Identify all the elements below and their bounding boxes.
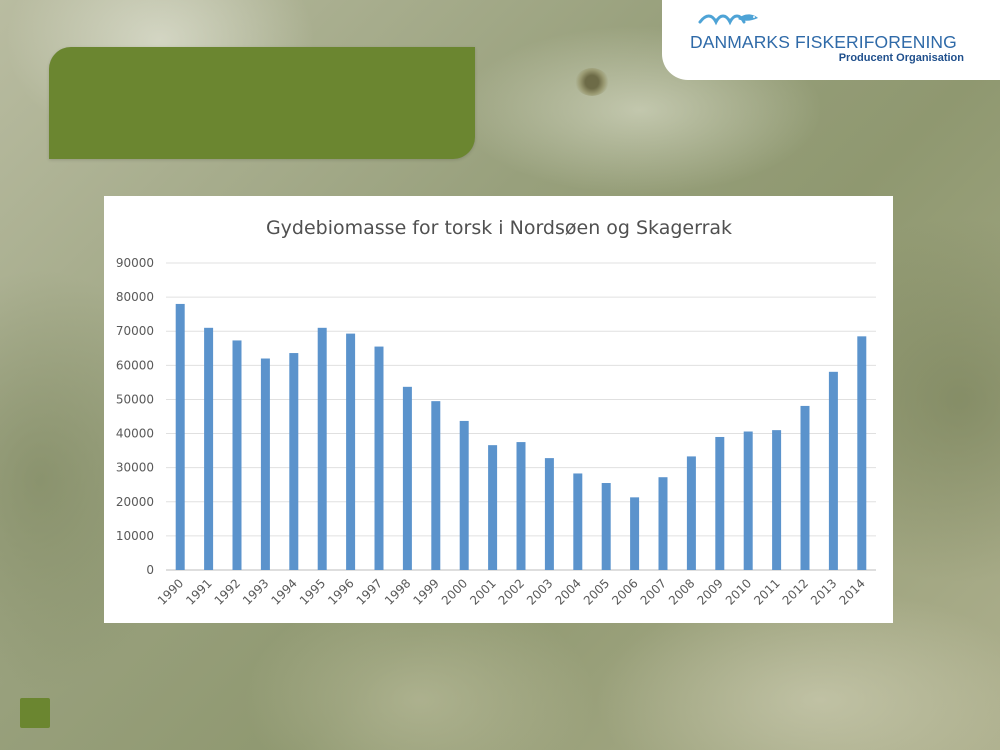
y-tick-label: 90000 xyxy=(116,256,154,270)
x-tick-label: 2009 xyxy=(694,576,725,607)
bar-1992 xyxy=(232,340,242,570)
x-tick-label: 1999 xyxy=(410,576,441,607)
logo-subtitle: Producent Organisation xyxy=(838,52,964,64)
bar-1999 xyxy=(431,401,441,570)
fish-waves-logo-icon xyxy=(698,14,758,26)
bar-2003 xyxy=(544,458,554,570)
bar-chart: Gydebiomasse for torsk i Nordsøen og Ska… xyxy=(116,217,876,608)
logo-name: DANMARKS FISKERIFORENING xyxy=(690,32,957,52)
x-tick-label: 1998 xyxy=(382,576,413,607)
bar-2010 xyxy=(743,431,753,570)
x-tick-label: 2001 xyxy=(467,576,498,607)
bar-1997 xyxy=(374,346,384,570)
x-tick-label: 1996 xyxy=(325,576,356,607)
bar-2013 xyxy=(828,371,838,570)
bar-1990 xyxy=(175,303,185,570)
x-tick-label: 1997 xyxy=(354,576,385,607)
x-tick-label: 2000 xyxy=(439,576,470,607)
bar-2002 xyxy=(516,442,526,570)
x-tick-label: 1992 xyxy=(212,576,243,607)
x-tick-label: 1991 xyxy=(183,576,214,607)
y-tick-label: 60000 xyxy=(116,358,154,372)
bar-2014 xyxy=(857,336,867,570)
y-tick-label: 30000 xyxy=(116,461,154,475)
x-tick-label: 1993 xyxy=(240,576,271,607)
x-tick-label: 1990 xyxy=(155,576,186,607)
x-tick-label: 2003 xyxy=(524,576,555,607)
x-tick-label: 2002 xyxy=(496,576,527,607)
bar-2005 xyxy=(601,483,611,570)
x-tick-label: 2006 xyxy=(609,576,640,607)
y-tick-label: 70000 xyxy=(116,324,154,338)
bar-2004 xyxy=(573,473,583,570)
x-tick-label: 2013 xyxy=(808,576,839,607)
fish-eye-decoration xyxy=(575,68,609,96)
x-tick-label: 2004 xyxy=(552,576,583,607)
slide-title-box xyxy=(49,47,475,159)
bar-2006 xyxy=(630,497,640,570)
x-tick-label: 2014 xyxy=(836,576,867,607)
bar-1995 xyxy=(317,327,327,570)
y-tick-label: 0 xyxy=(146,563,154,577)
y-tick-label: 50000 xyxy=(116,392,154,406)
x-tick-label: 1994 xyxy=(268,576,299,607)
bar-2007 xyxy=(658,477,668,570)
bar-1998 xyxy=(402,386,412,570)
y-tick-label: 10000 xyxy=(116,529,154,543)
bar-2011 xyxy=(772,430,782,570)
y-tick-label: 20000 xyxy=(116,495,154,509)
x-tick-label: 2008 xyxy=(666,576,697,607)
x-tick-label: 2010 xyxy=(723,576,754,607)
bar-2000 xyxy=(459,420,469,570)
x-tick-label: 2012 xyxy=(780,576,811,607)
chart-title: Gydebiomasse for torsk i Nordsøen og Ska… xyxy=(266,217,732,239)
bar-2009 xyxy=(715,436,725,570)
bar-2008 xyxy=(686,456,696,570)
x-tick-label: 2007 xyxy=(638,576,669,607)
bar-1993 xyxy=(260,358,270,570)
x-tick-label: 1995 xyxy=(297,576,328,607)
bar-2001 xyxy=(488,445,498,570)
bar-1996 xyxy=(346,333,356,570)
y-tick-label: 40000 xyxy=(116,427,154,441)
bar-2012 xyxy=(800,405,810,570)
x-tick-label: 2011 xyxy=(751,576,782,607)
x-tick-label: 2005 xyxy=(581,576,612,607)
logo-panel: DANMARKS FISKERIFORENING Producent Organ… xyxy=(662,0,1000,80)
bar-1991 xyxy=(204,327,214,570)
slide-number-box xyxy=(20,698,50,728)
bar-1994 xyxy=(289,353,299,570)
y-tick-label: 80000 xyxy=(116,290,154,304)
chart-card: Gydebiomasse for torsk i Nordsøen og Ska… xyxy=(104,196,893,623)
